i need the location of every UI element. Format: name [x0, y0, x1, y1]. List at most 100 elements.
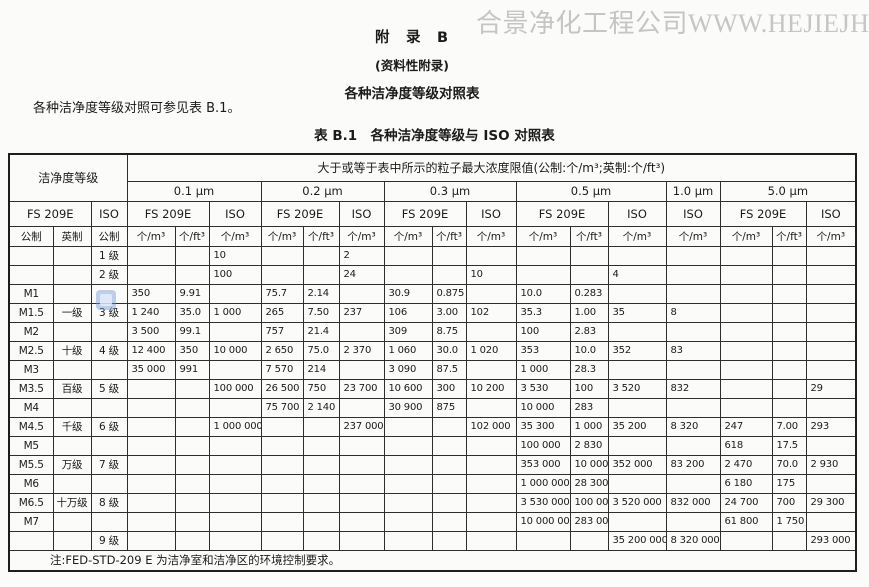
table-cell: 293 000: [805, 530, 857, 551]
table-cell: 309: [383, 321, 433, 342]
header-cell: FS 209E: [8, 200, 92, 227]
table-cell: M6: [8, 473, 54, 494]
table-cell: 283 000: [569, 511, 609, 532]
header-cell: 英制: [52, 225, 92, 247]
table-cell: 9.91: [174, 283, 210, 304]
scan-artifact-inner: [100, 294, 112, 306]
table-cell: 百级: [52, 378, 92, 399]
table-cell: 10: [208, 245, 262, 266]
table-cell: [431, 492, 467, 513]
table-cell: [665, 359, 721, 380]
table-cell: 3 530: [515, 378, 571, 399]
table-cell: [260, 416, 304, 437]
header-cell: 个/ft³: [174, 225, 210, 247]
table-cell: [260, 245, 304, 266]
header-cell: 个/m³: [665, 225, 721, 247]
table-cell: [174, 530, 210, 551]
intro-text: 各种洁净度等级对照可参见表 B.1。: [33, 101, 241, 116]
header-cell: 公制: [90, 225, 128, 247]
appendix-title: 附 录 B: [374, 30, 450, 46]
table-cell: [174, 435, 210, 456]
table-cell: M1: [8, 283, 54, 304]
table-cell: 3 520 000: [607, 492, 667, 513]
table-cell: [302, 264, 340, 285]
table-cell: 1.00: [569, 302, 609, 323]
table-cell: 1 000 000: [208, 416, 262, 437]
table-cell: [338, 454, 385, 475]
table-cell: [208, 321, 262, 342]
table-cell: 1 000: [569, 416, 609, 437]
table-cell: [52, 530, 92, 551]
table-cell: [126, 530, 176, 551]
table-cell: M5.5: [8, 454, 54, 475]
table-cell: 24 700: [719, 492, 773, 513]
table-cell: [126, 264, 176, 285]
table-cell: 1 240: [126, 302, 176, 323]
table-cell: 100 000: [208, 378, 262, 399]
table-cell: [771, 302, 807, 323]
table-cell: 100 000: [569, 492, 609, 513]
header-cell: 个/ft³: [431, 225, 467, 247]
header-row: 0.1 μm 0.2 μm 0.3 μm 0.5 μm 1.0 μm 5.0 μm: [9, 180, 857, 202]
header-cell: 个/ft³: [771, 225, 807, 247]
table-cell: 35 200 000: [607, 530, 667, 551]
table-cell: 61 800: [719, 511, 773, 532]
table-cell: 10: [465, 264, 517, 285]
table-cell: [665, 511, 721, 532]
header-cell: 个/m³: [338, 225, 385, 247]
table-cell: [260, 530, 304, 551]
table-cell: [771, 245, 807, 266]
table-cell: [431, 435, 467, 456]
table-row: M2 3 500 99.1 757 21.4 309 8.75 100 2.83: [8, 321, 857, 342]
table-cell: [515, 245, 571, 266]
table-cell: [431, 511, 467, 532]
table-cell: [465, 321, 517, 342]
table-cell: [607, 283, 667, 304]
table-row: M1 350 9.91 75.7 2.14 30.9 0.875 10.0 0.283: [8, 283, 857, 304]
header-cell: 个/m³: [607, 225, 667, 247]
table-cell: [719, 245, 773, 266]
table-cell: [805, 397, 857, 418]
header-cell: 个/m³: [126, 225, 176, 247]
table-cell: 300: [431, 378, 467, 399]
table-cell: [383, 264, 433, 285]
table-cell: 353: [515, 340, 571, 361]
table-cell: 750: [302, 378, 340, 399]
table-cell: [465, 492, 517, 513]
table-cell: 35 200: [607, 416, 667, 437]
header-cell: 大于或等于表中所示的粒子最大浓度限值(公制:个/m³;英制:个/ft³): [126, 153, 857, 182]
table-cell: 75.7: [260, 283, 304, 304]
table-cell: [338, 473, 385, 494]
table-cell: [52, 511, 92, 532]
table-cell: M3: [8, 359, 54, 380]
note-row: 注:FED-STD-209 E 为洁净室和洁净区的环境控制要求。: [8, 549, 857, 572]
table-cell: [431, 473, 467, 494]
table-cell: M1.5: [8, 302, 54, 323]
table-cell: [431, 245, 467, 266]
table-cell: [90, 397, 128, 418]
table-cell: 6 180: [719, 473, 773, 494]
table-cell: [338, 511, 385, 532]
table-cell: [431, 454, 467, 475]
table-row: M2.5 十级 4 级 12 400 350 10 000 2 650 75.0 2 370 1 …: [8, 340, 857, 361]
table-cell: [805, 283, 857, 304]
table-cell: 353 000: [515, 454, 571, 475]
table-cell: 24: [338, 264, 385, 285]
table-cell: [174, 378, 210, 399]
table-cell: [126, 454, 176, 475]
table-cell: [208, 511, 262, 532]
table-cell: 10.0: [569, 340, 609, 361]
table-cell: 21.4: [302, 321, 340, 342]
table-cell: 1 000 000: [515, 473, 571, 494]
table-cell: 10 000: [515, 397, 571, 418]
table-cell: M7: [8, 511, 54, 532]
header-cell: 个/ft³: [302, 225, 340, 247]
table-cell: 5 级: [90, 378, 128, 399]
table-cell: 30 900: [383, 397, 433, 418]
table-cell: 17.5: [771, 435, 807, 456]
table-cell: [338, 435, 385, 456]
table-cell: [302, 245, 340, 266]
table-cell: 757: [260, 321, 304, 342]
table-cell: 35 300: [515, 416, 571, 437]
table-cell: [665, 397, 721, 418]
